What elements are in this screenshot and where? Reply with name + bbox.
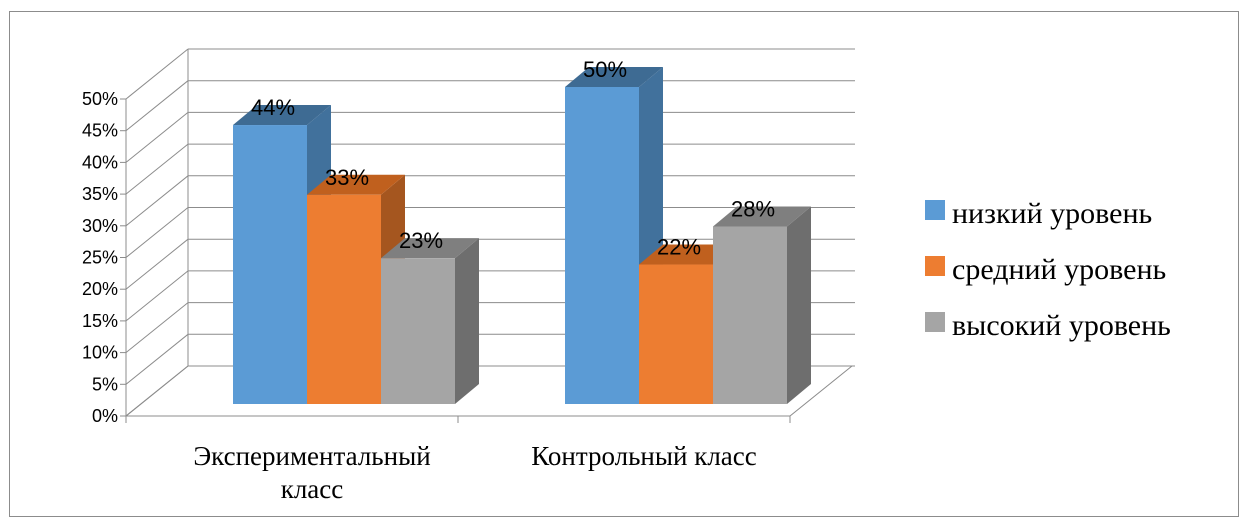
side-gridline	[125, 112, 189, 163]
y-tick-label: 35%	[82, 184, 118, 204]
category-label: Контрольный класс	[531, 441, 757, 471]
side-gridline	[125, 333, 189, 385]
axis-lines	[120, 49, 791, 423]
legend-label: низкий уровень	[952, 197, 1152, 230]
y-tick-label: 50%	[82, 89, 118, 109]
y-tick-label: 40%	[82, 152, 118, 172]
data-label: 33%	[325, 165, 369, 190]
y-tick-label: 20%	[82, 279, 118, 299]
data-label: 23%	[399, 228, 443, 253]
bar	[381, 258, 455, 404]
data-label: 50%	[583, 57, 627, 82]
side-gridline	[125, 207, 189, 258]
y-tick-label: 45%	[82, 121, 118, 141]
bar-chart-3d: 0% 5% 10% 15% 20% 25% 30% 35% 40% 45% 50% 44% 33% 23…	[82, 48, 1171, 504]
bar-top	[307, 174, 405, 195]
data-label: 22%	[657, 235, 701, 260]
bar	[639, 264, 713, 404]
legend: низкий уровень средний уровень высокий уро…	[925, 197, 1171, 342]
y-tick-label: 25%	[82, 248, 118, 268]
bar-top	[565, 67, 663, 87]
bar	[565, 87, 639, 404]
side-gridline	[125, 143, 189, 195]
side-gridline	[125, 238, 189, 290]
side-gridline	[125, 365, 189, 417]
side-gridline	[125, 302, 189, 353]
side-gridline	[125, 80, 189, 132]
legend-swatch	[925, 200, 945, 220]
legend-swatch	[925, 312, 945, 332]
bar	[713, 226, 787, 404]
bar-top	[639, 244, 737, 265]
side-gridline	[125, 48, 189, 100]
data-labels: 44% 33% 23% 50% 22% 28%	[251, 57, 775, 260]
bar-side	[455, 238, 479, 404]
y-tick-label: 15%	[82, 311, 118, 331]
side-gridline	[125, 270, 189, 322]
category-label: класс	[281, 474, 344, 504]
bar-top	[381, 238, 479, 259]
bar-top	[713, 206, 811, 227]
chart-frame: 0% 5% 10% 15% 20% 25% 30% 35% 40% 45% 50% 44% 33% 23…	[9, 11, 1239, 517]
legend-swatch	[925, 256, 945, 276]
bar-top	[233, 105, 331, 126]
side-gridline	[125, 175, 189, 227]
bar	[233, 125, 307, 404]
data-label: 44%	[251, 95, 295, 120]
data-label: 28%	[731, 196, 775, 221]
y-axis-ticks: 0% 5% 10% 15% 20% 25% 30% 35% 40% 45% 50%	[82, 89, 118, 426]
bar	[307, 194, 381, 404]
legend-label: средний уровень	[952, 253, 1166, 286]
bar-side	[787, 206, 811, 404]
y-tick-label: 5%	[92, 374, 118, 394]
y-tick-label: 10%	[82, 343, 118, 363]
y-tick-label: 0%	[92, 406, 118, 426]
legend-label: высокий уровень	[952, 309, 1171, 342]
bars	[233, 67, 811, 404]
y-tick-label: 30%	[82, 216, 118, 236]
category-label: Экспериментальный	[193, 441, 430, 471]
